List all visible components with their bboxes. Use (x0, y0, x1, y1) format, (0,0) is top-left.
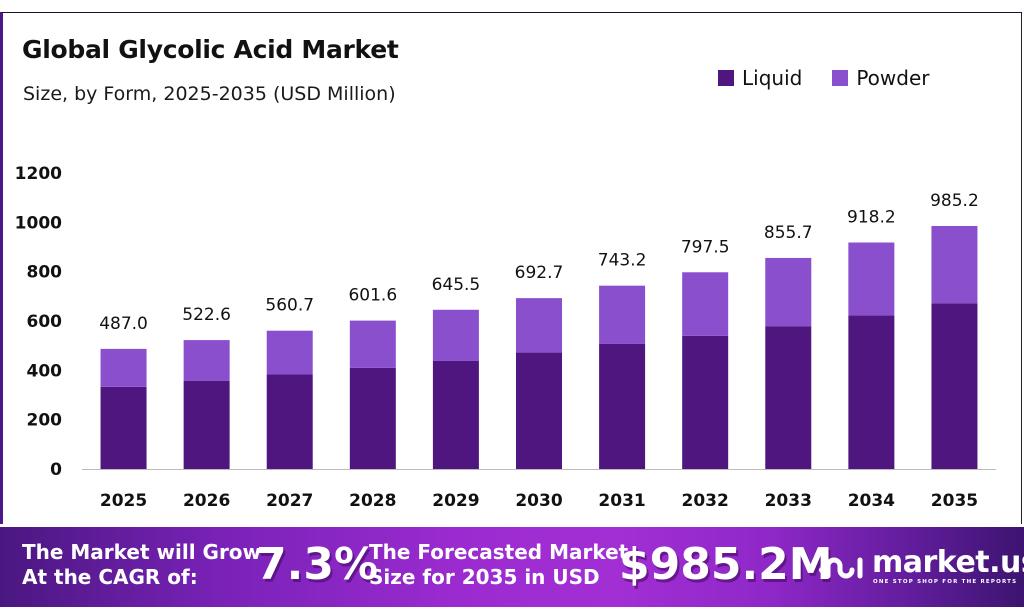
x-tick-label-2031: 2031 (598, 491, 645, 511)
data-label-2025: 487.0 (99, 314, 148, 334)
summary-banner: The Market will Grow At the CAGR of: 7.3… (0, 527, 1024, 607)
cagr-caption-line2: At the CAGR of: (22, 565, 198, 589)
data-label-2034: 918.2 (847, 208, 896, 228)
bar-powder-2026 (183, 340, 230, 381)
bar-powder-2025 (100, 348, 147, 387)
bar-powder-2028 (349, 320, 396, 368)
bar-powder-2034 (848, 242, 895, 316)
legend-label-liquid: Liquid (742, 66, 803, 90)
bar-liquid-2031 (599, 343, 646, 469)
x-tick-label-2027: 2027 (266, 491, 313, 511)
data-label-2029: 645.5 (432, 275, 481, 295)
x-tick-label-2034: 2034 (848, 491, 895, 511)
chart-subtitle: Size, by Form, 2025-2035 (USD Million) (23, 83, 396, 105)
logo-wordmark: market.us (872, 545, 1024, 580)
legend-swatch-liquid (718, 70, 734, 86)
data-label-2026: 522.6 (182, 305, 231, 325)
forecast-caption-line2: Size for 2035 in USD (369, 565, 600, 589)
data-label-2035: 985.2 (930, 191, 979, 211)
cagr-value: 7.3% (256, 539, 379, 590)
x-tick-label-2032: 2032 (682, 491, 729, 511)
data-label-2031: 743.2 (598, 251, 647, 271)
legend-label-powder: Powder (856, 66, 930, 90)
data-label-2028: 601.6 (348, 286, 397, 306)
x-tick-label-2035: 2035 (931, 491, 978, 511)
bar-powder-2027 (266, 330, 313, 375)
forecast-value: $985.2M (619, 539, 833, 590)
bar-liquid-2030 (516, 352, 562, 469)
x-tick-label-2025: 2025 (100, 491, 147, 511)
logo-tagline: ONE STOP SHOP FOR THE REPORTS (873, 579, 1018, 585)
cagr-caption-line1: The Market will Grow (22, 540, 262, 564)
x-tick-label-2028: 2028 (349, 491, 396, 511)
data-label-2030: 692.7 (515, 263, 564, 283)
bar-liquid-2034 (848, 315, 895, 469)
forecast-caption-line1: The Forecasted Market (369, 540, 629, 564)
bar-powder-2030 (516, 298, 562, 353)
forecast-caption: The Forecasted Market Size for 2035 in U… (369, 540, 628, 590)
y-tick-label: 1200 (15, 164, 62, 184)
bar-liquid-2028 (349, 367, 396, 469)
x-tick-label-2030: 2030 (515, 491, 562, 511)
market-us-logo-icon (819, 557, 863, 579)
x-tick-label-2033: 2033 (765, 491, 812, 511)
y-tick-label: 800 (27, 263, 63, 283)
bar-liquid-2025 (100, 386, 147, 469)
x-tick-label-2026: 2026 (183, 491, 230, 511)
y-tick-label: 200 (27, 411, 63, 431)
legend: Liquid Powder (718, 66, 960, 90)
data-label-2032: 797.5 (681, 237, 730, 257)
bar-powder-2035 (931, 225, 978, 304)
y-tick-label: 600 (27, 312, 63, 332)
bar-liquid-2026 (183, 380, 230, 469)
bar-liquid-2032 (682, 335, 729, 469)
y-tick-label: 1000 (15, 213, 62, 233)
bar-powder-2031 (599, 285, 646, 344)
x-tick-label-2029: 2029 (432, 491, 479, 511)
bar-powder-2032 (682, 272, 729, 336)
bar-liquid-2035 (931, 303, 978, 469)
bar-powder-2029 (432, 309, 479, 361)
y-tick-label: 400 (27, 361, 63, 381)
bar-liquid-2027 (266, 374, 313, 469)
legend-item-powder: Powder (832, 66, 930, 90)
bar-liquid-2033 (765, 326, 812, 469)
bar-powder-2033 (765, 257, 812, 327)
data-label-2027: 560.7 (265, 296, 314, 316)
legend-item-liquid: Liquid (718, 66, 802, 90)
bar-liquid-2029 (432, 360, 479, 469)
bar-chart: 0 200 400 600 800 1000 1200 487.0 2025 522.6 2026 5… (15, 164, 996, 511)
y-tick-label: 0 (50, 460, 62, 480)
data-label-2033: 855.7 (764, 223, 813, 243)
cagr-caption: The Market will Grow At the CAGR of: (22, 540, 261, 590)
legend-swatch-powder (832, 70, 849, 86)
chart-title: Global Glycolic Acid Market (22, 35, 399, 64)
